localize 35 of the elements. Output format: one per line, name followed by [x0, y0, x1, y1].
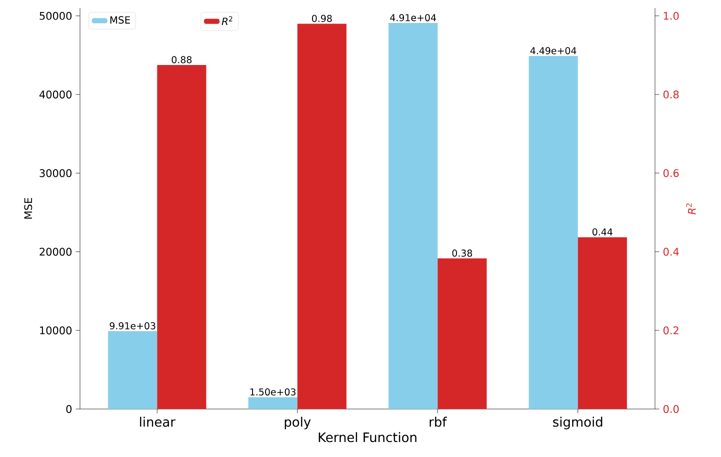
legend-label: MSE	[110, 16, 130, 24]
bar	[528, 56, 578, 409]
bar	[248, 397, 298, 409]
bar	[108, 331, 158, 409]
y-tick-label: 10000	[40, 326, 72, 334]
y-tick-label: 40000	[39, 90, 72, 98]
data-label: 1.50e+03	[250, 388, 296, 396]
bar	[157, 65, 206, 409]
data-label: 4.91e+04	[390, 14, 436, 22]
x-tick-label: linear	[140, 416, 176, 427]
y2-axis-title: R$^{2}$	[686, 204, 696, 214]
data-label: 4.49e+04	[530, 47, 576, 54]
x-tick-label: poly	[284, 416, 311, 430]
x-axis-title: Kernel Function	[318, 432, 416, 442]
data-label: 0.98	[312, 14, 332, 22]
bar	[297, 24, 346, 409]
y2-tick-label: 0.8	[663, 90, 679, 98]
legend-label: R$^{2}$	[222, 16, 232, 25]
y-tick-label: 50000	[40, 12, 72, 20]
y2-tick-label: 0.0	[663, 405, 679, 413]
x-tick-label: sigmoid	[553, 416, 602, 430]
data-label: 0.88	[172, 56, 192, 64]
data-label: 9.91e+03	[110, 322, 156, 330]
y-tick-label: 0	[66, 405, 72, 413]
data-label: 0.44	[592, 228, 612, 236]
y-tick-label: 30000	[40, 169, 72, 178]
x-tick-label: rbf	[430, 416, 447, 427]
y2-tick-label: 1.0	[664, 12, 679, 20]
y-axis-title: MSE	[24, 198, 32, 219]
y2-tick-label: 0.4	[663, 248, 679, 256]
bar	[388, 22, 438, 409]
y2-tick-label: 0.6	[663, 169, 679, 178]
y-tick-label: 20000	[40, 248, 72, 256]
y2-tick-label: 0.2	[663, 326, 678, 334]
data-label: 0.38	[452, 250, 472, 257]
